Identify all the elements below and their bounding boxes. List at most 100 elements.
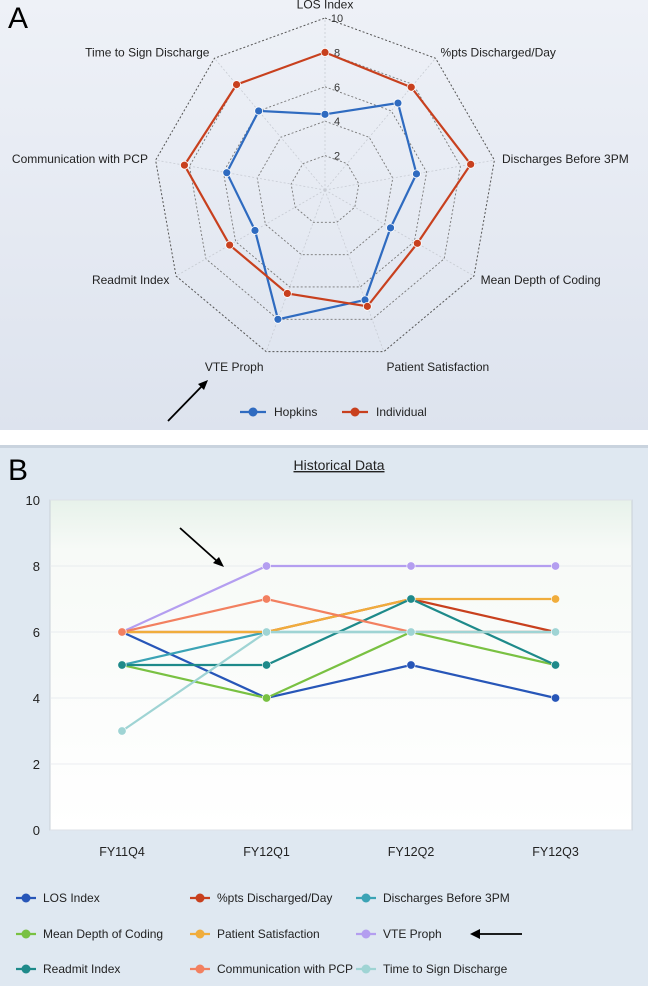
data-point xyxy=(550,660,560,670)
data-point xyxy=(406,594,416,604)
legend-label: Time to Sign Discharge xyxy=(383,962,508,976)
legend-marker xyxy=(21,893,31,903)
legend-label: Communication with PCP xyxy=(217,962,353,976)
legend-label: LOS Index xyxy=(43,891,100,905)
legend-label: Discharges Before 3PM xyxy=(383,891,510,905)
radar-tick-label: 6 xyxy=(334,82,340,94)
radar-tick-label: 4 xyxy=(334,116,340,128)
radar-panel: A 2 4 6 8 10 LOS Index %pts Discharged/Day Disc… xyxy=(0,0,648,430)
radar-spoke xyxy=(324,189,385,352)
radar-spoke xyxy=(324,189,475,277)
line-series-time-to-sign-discharge xyxy=(121,630,556,732)
radar-axis-label: Readmit Index xyxy=(92,273,169,287)
y-tick-label: 8 xyxy=(33,559,40,574)
panel-label-b: B xyxy=(8,454,29,487)
y-tick-label: 6 xyxy=(33,625,40,640)
pointer-arrow-line xyxy=(167,384,204,422)
radar-tick-label: 10 xyxy=(331,13,343,25)
legend-label: Individual xyxy=(376,405,427,419)
data-point xyxy=(406,627,416,637)
radar-point xyxy=(273,314,283,324)
radar-spoke xyxy=(214,57,326,191)
radar-spoke xyxy=(324,57,436,191)
radar-point xyxy=(412,238,422,248)
radar-spoke xyxy=(175,189,326,277)
legend-marker xyxy=(195,929,205,939)
radar-axis-label: VTE Proph xyxy=(205,360,264,374)
radar-point xyxy=(222,168,232,178)
y-tick-label: 0 xyxy=(33,823,40,838)
radar-series-hopkins xyxy=(225,101,418,321)
legend-marker xyxy=(350,407,360,417)
radar-point xyxy=(320,48,330,57)
data-point xyxy=(117,726,127,736)
radar-tick-label: 2 xyxy=(334,151,340,163)
x-tick-label: FY12Q3 xyxy=(532,845,579,859)
legend-marker xyxy=(195,893,205,903)
legend-marker xyxy=(248,407,258,417)
x-tick-label: FY12Q1 xyxy=(243,845,290,859)
chart-title: Historical Data xyxy=(293,457,384,473)
radar-point xyxy=(386,223,395,233)
radar-point xyxy=(466,159,476,169)
legend-marker xyxy=(361,893,371,903)
data-point xyxy=(550,693,560,703)
radar-point xyxy=(232,80,241,89)
radar-axis-label: LOS Index xyxy=(297,0,354,11)
radar-point xyxy=(406,82,416,92)
radar-point xyxy=(225,240,235,250)
legend-marker xyxy=(195,964,205,974)
radar-point xyxy=(282,289,292,298)
y-tick-label: 10 xyxy=(26,493,40,508)
legend-marker xyxy=(21,964,31,974)
panel-label-a: A xyxy=(8,2,29,35)
legend-label: Readmit Index xyxy=(43,962,120,976)
x-tick-label: FY12Q2 xyxy=(388,845,435,859)
radar-axis-label: Patient Satisfaction xyxy=(386,360,489,374)
data-point xyxy=(406,660,416,670)
legend-label: VTE Proph xyxy=(383,927,442,941)
radar-point xyxy=(412,169,421,179)
data-point xyxy=(550,561,560,571)
legend-marker xyxy=(361,929,371,939)
y-tick-label: 4 xyxy=(33,691,40,706)
line-chart: Historical Data 0 2 4 6 8 10 FY11Q4 FY12Q1 FY12Q2… xyxy=(16,457,633,976)
legend-label: Patient Satisfaction xyxy=(217,927,320,941)
data-point xyxy=(550,627,560,637)
data-point xyxy=(117,627,127,637)
radar-point xyxy=(250,226,260,235)
pointer-arrow-line xyxy=(179,527,219,563)
legend-label: %pts Discharged/Day xyxy=(217,891,332,905)
radar-axis-label: Discharges Before 3PM xyxy=(502,152,629,166)
radar-axis-label: Communication with PCP xyxy=(12,152,148,166)
radar-chart: 2 4 6 8 10 LOS Index %pts Discharged/Day Discha… xyxy=(12,0,629,422)
pointer-arrow-head xyxy=(213,557,224,567)
y-tick-label: 2 xyxy=(33,757,40,772)
radar-point xyxy=(180,160,189,170)
legend-marker xyxy=(361,964,371,974)
radar-axis-label: Mean Depth of Coding xyxy=(481,273,601,287)
radar-spoke xyxy=(265,189,326,352)
data-point xyxy=(261,594,271,604)
radar-point xyxy=(393,98,403,108)
legend-marker xyxy=(21,929,31,939)
radar-grid-ring xyxy=(256,120,394,256)
radar-point xyxy=(362,301,372,311)
radar-grid-ring xyxy=(155,17,495,353)
legend-label: Mean Depth of Coding xyxy=(43,927,163,941)
pointer-arrow-head xyxy=(198,380,208,390)
radar-axis-label: Time to Sign Discharge xyxy=(85,45,210,59)
data-point xyxy=(261,627,271,637)
radar-point xyxy=(320,109,330,119)
data-point xyxy=(406,561,416,571)
radar-spoke xyxy=(155,159,326,191)
radar-axis-label: %pts Discharged/Day xyxy=(441,45,556,59)
data-point xyxy=(261,561,271,571)
radar-series-individual xyxy=(183,51,473,308)
radar-spoke xyxy=(324,159,495,191)
legend-label: Hopkins xyxy=(274,405,317,419)
x-tick-label: FY11Q4 xyxy=(99,845,145,859)
radar-grid-ring xyxy=(290,155,360,223)
data-point xyxy=(261,693,271,703)
radar-tick-label: 8 xyxy=(334,47,340,59)
